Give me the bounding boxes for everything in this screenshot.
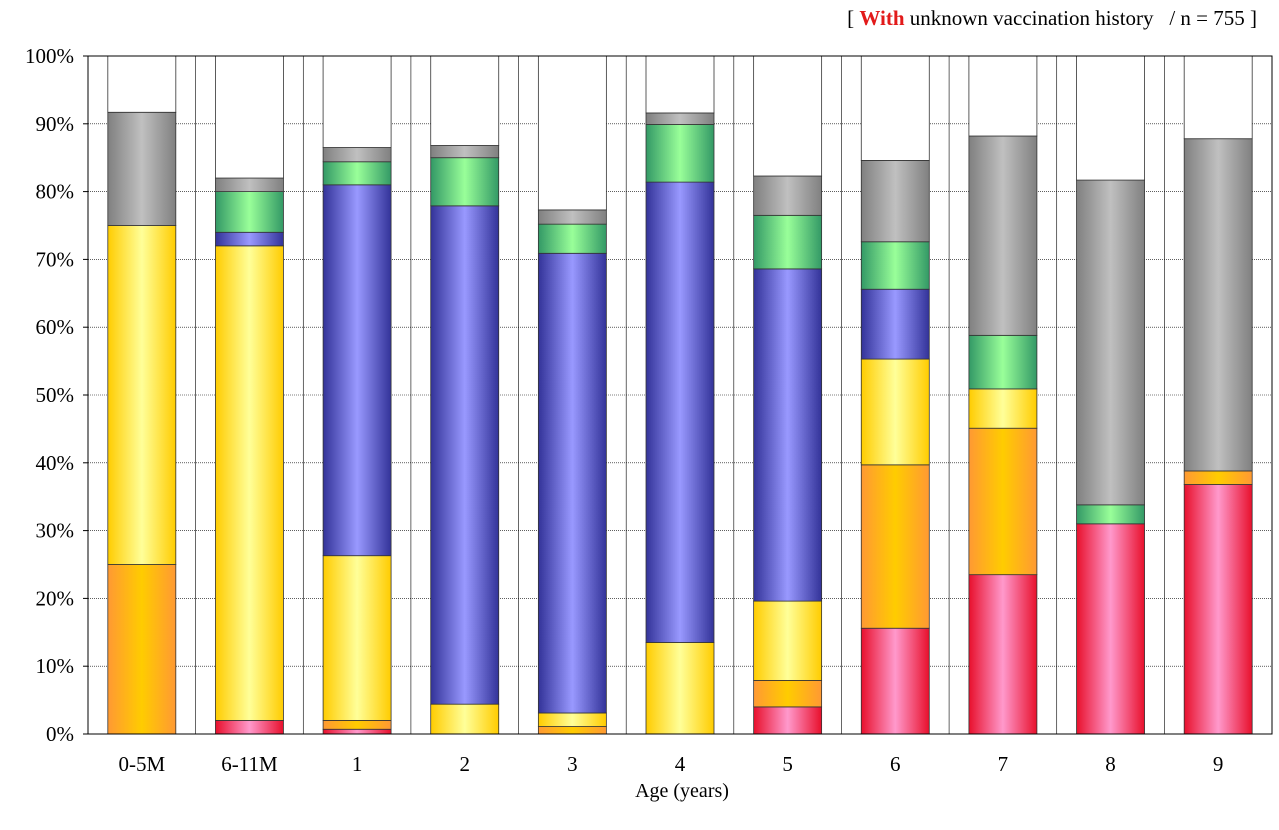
title-open-bracket: [: [847, 6, 855, 30]
x-tick-label: 4: [675, 752, 686, 776]
x-tick-label: 0-5M: [118, 752, 165, 776]
bar-segment: [753, 600, 823, 681]
bar-segment: [215, 177, 284, 192]
bar-segment: [322, 555, 392, 721]
bar-segment: [645, 124, 715, 183]
bar-segment: [968, 388, 1038, 429]
bar-segment: [322, 161, 392, 186]
bar-segment: [215, 245, 284, 721]
bar-segment: [537, 252, 607, 714]
bar-segment: [430, 703, 500, 735]
bar-segment: [860, 627, 930, 735]
title-highlight: With: [859, 6, 905, 30]
bar-segment: [430, 157, 500, 207]
bar-segment: [753, 175, 823, 216]
bar-segment: [430, 205, 500, 705]
bar-remainder: [537, 55, 607, 211]
x-tick-label: 8: [1105, 752, 1116, 776]
y-tick-label: 40%: [36, 451, 75, 475]
y-axis: 0% 10% 20% 30% 40% 50% 60% 70% 80% 90% 100%: [25, 44, 88, 746]
bar-segment: [215, 720, 284, 735]
bar-segment: [1183, 138, 1253, 472]
x-tick-label: 6: [890, 752, 901, 776]
bar-segment: [968, 427, 1038, 576]
bar-remainder: [753, 55, 823, 177]
x-tick-label: 1: [352, 752, 363, 776]
bar-segment: [537, 223, 607, 254]
y-tick-label: 20%: [36, 586, 75, 610]
bar-segment: [753, 214, 823, 270]
y-tick-label: 90%: [36, 112, 75, 136]
y-tick-label: 50%: [36, 383, 75, 407]
x-tick-label: 2: [459, 752, 470, 776]
x-axis: 0-5M 6-11M 1 2 3 4 5 6 7 8 9: [118, 752, 1223, 776]
chart-title: [ With unknown vaccination history / n =…: [847, 6, 1257, 31]
bar-segment: [645, 642, 715, 735]
x-tick-label: 9: [1213, 752, 1224, 776]
bar-remainder: [1076, 55, 1145, 181]
bar-segment: [860, 464, 930, 629]
bar-remainder: [215, 55, 284, 179]
bar-segment: [968, 334, 1038, 390]
bar-segment: [107, 564, 177, 735]
bar-segment: [645, 181, 715, 643]
bar-segment: [860, 160, 930, 243]
y-tick-label: 30%: [36, 519, 75, 543]
bar-remainder: [860, 55, 930, 161]
bar-segment: [537, 726, 607, 735]
x-tick-label: 5: [782, 752, 793, 776]
bar-segment: [1183, 484, 1253, 735]
y-tick-label: 70%: [36, 247, 75, 271]
bar-segment: [753, 680, 823, 708]
bar-segment: [860, 241, 930, 290]
x-tick-label: 3: [567, 752, 578, 776]
bar-segment: [860, 358, 930, 466]
bar-segment: [537, 712, 607, 727]
x-tick-label: 6-11M: [221, 752, 278, 776]
bar-segment: [753, 706, 823, 735]
bar-segment: [107, 225, 177, 565]
title-text: unknown vaccination history: [909, 6, 1154, 30]
bar-segment: [107, 111, 177, 226]
bar-remainder: [645, 55, 715, 114]
bar-segment: [968, 574, 1038, 735]
bar-segment: [1076, 504, 1145, 525]
y-tick-label: 60%: [36, 315, 75, 339]
bar-segment: [215, 191, 284, 233]
title-close-bracket: ]: [1250, 6, 1257, 30]
bar-segment: [1076, 523, 1145, 735]
bar-remainder: [322, 55, 392, 148]
bar-remainder: [968, 55, 1038, 137]
bar-segment: [430, 145, 500, 159]
y-tick-label: 100%: [25, 44, 74, 68]
bar-segment: [215, 231, 284, 247]
bar-segment: [537, 209, 607, 225]
x-axis-label: Age (years): [635, 780, 729, 802]
bar-remainder: [430, 55, 500, 146]
bar-segment: [645, 112, 715, 125]
bar-segment: [322, 184, 392, 557]
bar-segment: [322, 728, 392, 735]
title-n-count: / n = 755: [1169, 6, 1245, 30]
y-tick-label: 80%: [36, 180, 75, 204]
x-tick-label: 7: [998, 752, 1009, 776]
y-tick-label: 0%: [46, 722, 74, 746]
bar-segment: [968, 135, 1038, 336]
bar-remainder: [1183, 55, 1253, 140]
bar-segment: [860, 288, 930, 360]
y-tick-label: 10%: [36, 654, 75, 678]
bar-remainder: [107, 55, 177, 113]
bar-segment: [753, 268, 823, 602]
bar-segment: [322, 147, 392, 163]
bar-segment: [1183, 470, 1253, 485]
bar-segment: [1076, 179, 1145, 506]
bar-series: [107, 55, 1253, 735]
bar-segment: [322, 720, 392, 730]
